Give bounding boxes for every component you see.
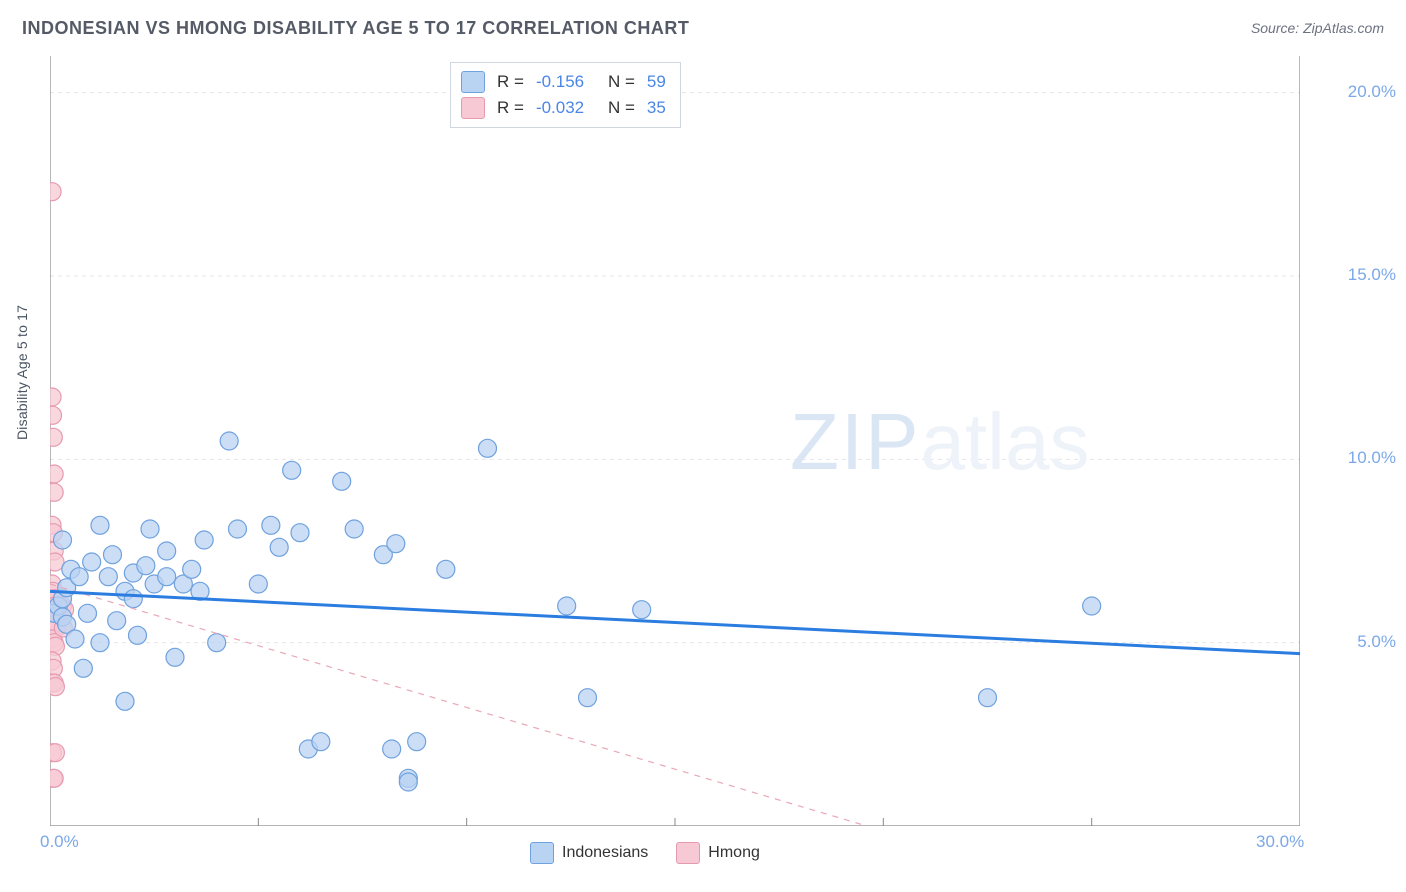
r-value: -0.156 [536, 72, 596, 92]
stats-row: R = -0.156 N = 59 [461, 69, 666, 95]
x-tick-label: 30.0% [1256, 832, 1304, 852]
series-swatch-icon [530, 842, 554, 864]
n-value: 59 [647, 72, 666, 92]
y-tick-label: 20.0% [1306, 82, 1396, 102]
n-value: 35 [647, 98, 666, 118]
n-label: N = [608, 98, 635, 118]
y-axis-label: Disability Age 5 to 17 [14, 305, 30, 440]
n-label: N = [608, 72, 635, 92]
chart-title: INDONESIAN VS HMONG DISABILITY AGE 5 TO … [22, 18, 689, 38]
r-value: -0.032 [536, 98, 596, 118]
y-tick-label: 5.0% [1306, 632, 1396, 652]
legend-item: Hmong [676, 842, 760, 864]
x-tick-label: 0.0% [40, 832, 79, 852]
plot-area: 5.0%10.0%15.0%20.0% 0.0%30.0% ZIPatlas [50, 56, 1300, 826]
y-tick-label: 10.0% [1306, 448, 1396, 468]
scatter-chart [50, 56, 1300, 826]
chart-header: INDONESIAN VS HMONG DISABILITY AGE 5 TO … [22, 18, 1384, 48]
series-legend: Indonesians Hmong [530, 842, 760, 864]
legend-label: Indonesians [562, 844, 648, 861]
source-attribution: Source: ZipAtlas.com [1251, 20, 1384, 36]
stats-row: R = -0.032 N = 35 [461, 95, 666, 121]
r-label: R = [497, 72, 524, 92]
correlation-stats-box: R = -0.156 N = 59 R = -0.032 N = 35 [450, 62, 681, 128]
source-prefix: Source: [1251, 20, 1303, 36]
series-swatch-icon [461, 71, 485, 93]
r-label: R = [497, 98, 524, 118]
source-name: ZipAtlas.com [1303, 20, 1384, 36]
legend-label: Hmong [708, 844, 760, 861]
series-swatch-icon [461, 97, 485, 119]
series-swatch-icon [676, 842, 700, 864]
y-tick-label: 15.0% [1306, 265, 1396, 285]
legend-item: Indonesians [530, 842, 648, 864]
